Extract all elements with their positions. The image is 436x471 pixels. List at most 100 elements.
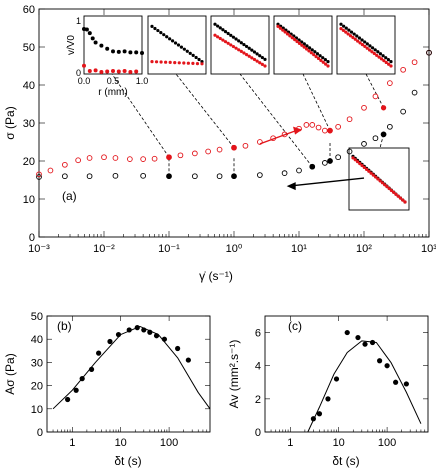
black-arrow-head <box>286 182 296 191</box>
inset-profile-point <box>213 33 217 37</box>
inset-profile-point <box>389 64 393 68</box>
inset-profile-point <box>185 49 189 53</box>
data-point <box>362 341 368 347</box>
a-point-series-0 <box>151 155 158 162</box>
inset-profile-point <box>347 28 351 32</box>
inset-red-point <box>93 68 98 73</box>
inset-profile-point <box>304 47 309 51</box>
inset-profile-point <box>234 46 238 50</box>
a-point-series-1 <box>387 123 393 130</box>
a-point-series-0 <box>372 93 379 100</box>
inset-profile-point <box>318 54 322 58</box>
inset-profile-point <box>173 41 178 45</box>
xtick-label: 100 <box>378 437 396 449</box>
inset-profile-point <box>315 52 320 56</box>
inset-profile-point <box>312 53 316 57</box>
inset-profile-point <box>378 52 383 56</box>
data-point <box>79 376 85 382</box>
a-ytick-label: 60 <box>23 4 35 16</box>
inset-profile-point <box>401 198 405 202</box>
inset-profile-point <box>156 28 160 33</box>
inset-profile-point <box>239 49 243 54</box>
inset-profile-point <box>353 37 357 41</box>
a-point-series-0 <box>387 80 393 86</box>
inset-profile-point <box>367 48 372 52</box>
inset-connector <box>239 73 313 167</box>
a-point-series-0 <box>127 156 133 162</box>
inset-black-point <box>134 50 139 55</box>
inset-profile-point <box>242 51 246 55</box>
a-xtick-label: 10⁻² <box>93 243 115 255</box>
inset-profile-point <box>383 183 387 187</box>
inset-box <box>336 15 396 75</box>
inset-red-point <box>122 68 127 73</box>
inset-profile-point <box>197 57 201 62</box>
fit-curve <box>307 340 422 433</box>
inset-box <box>210 15 270 75</box>
a-point-series-1 <box>112 172 119 179</box>
inset-black-point <box>99 43 104 48</box>
a-xtick-label: 10⁻³ <box>28 243 50 255</box>
inset-profile-point <box>195 62 200 66</box>
inset-profile-point <box>150 24 154 28</box>
inset-profile-point <box>356 39 360 43</box>
panel-b-xlabel: δt (s) <box>114 454 141 468</box>
inset-profile-point <box>297 41 302 45</box>
inset-profile-point <box>310 48 314 52</box>
ytick-label: 0 <box>37 427 43 439</box>
inset-profile-point <box>229 33 233 37</box>
a-point-series-0 <box>112 155 119 161</box>
inset-profile-point <box>392 190 396 194</box>
a-point-series-0 <box>346 116 353 123</box>
inset-profile-point <box>263 64 267 68</box>
a-point-series-1 <box>361 141 367 147</box>
panel-b-frame <box>46 315 211 433</box>
a-point-series-1 <box>372 135 379 142</box>
ytick-label: 30 <box>31 357 43 369</box>
inset-profile-point <box>263 57 267 62</box>
inset-profile-point <box>168 37 172 41</box>
a-xtick-label: 10⁰ <box>226 243 243 255</box>
ytick-label: 6 <box>255 328 261 340</box>
inset-profile-point <box>239 41 243 45</box>
inset-profile-point <box>293 38 297 42</box>
inset-red-point <box>87 68 92 73</box>
inset-black-point <box>111 49 115 54</box>
inset-profile-point <box>173 61 177 65</box>
ytick-label: 40 <box>31 334 43 346</box>
panel-b: 1 10 100 0 10 20 30 40 50 (b) δt (s) Aσ (Pa) <box>3 311 211 468</box>
inset-profile-point <box>177 61 181 65</box>
inset-profile-point <box>218 26 222 30</box>
a-point-series-0 <box>177 152 184 159</box>
inset-profile-point <box>159 60 163 64</box>
a-point-series-1 <box>281 170 288 177</box>
inset-red-point <box>99 70 104 74</box>
inset-profile-point <box>374 175 378 179</box>
a-point-series-1 <box>86 173 93 180</box>
inset-profile-point <box>260 55 264 60</box>
ytick-label: 4 <box>255 361 261 373</box>
inset-profile-point <box>344 26 348 30</box>
inset-profile-point <box>260 62 264 66</box>
a-point-series-0 <box>322 127 328 134</box>
panel-b-label: (b) <box>57 319 72 333</box>
xtick-label: 1 <box>287 437 293 449</box>
inset-profile-point <box>385 185 389 189</box>
inset-profile-point <box>381 54 385 58</box>
inset-profile-point <box>321 60 325 64</box>
inset-profile-point <box>221 38 225 42</box>
a-point-series-1 <box>36 174 42 180</box>
inset-profile-point <box>389 60 393 64</box>
inset-profile-point <box>182 61 186 65</box>
a-xtick-label: 10² <box>356 243 372 255</box>
a-point-series-0 <box>335 123 341 130</box>
inset-profile-point <box>186 61 190 65</box>
inset-black-point <box>93 40 98 45</box>
inset-red-point <box>134 69 139 74</box>
inset-profile-point <box>247 46 251 50</box>
inset-profile-point <box>363 44 367 49</box>
inset-profile-point <box>255 52 259 56</box>
xtick-label: 10 <box>115 437 127 449</box>
inset-profile-point <box>326 60 330 64</box>
